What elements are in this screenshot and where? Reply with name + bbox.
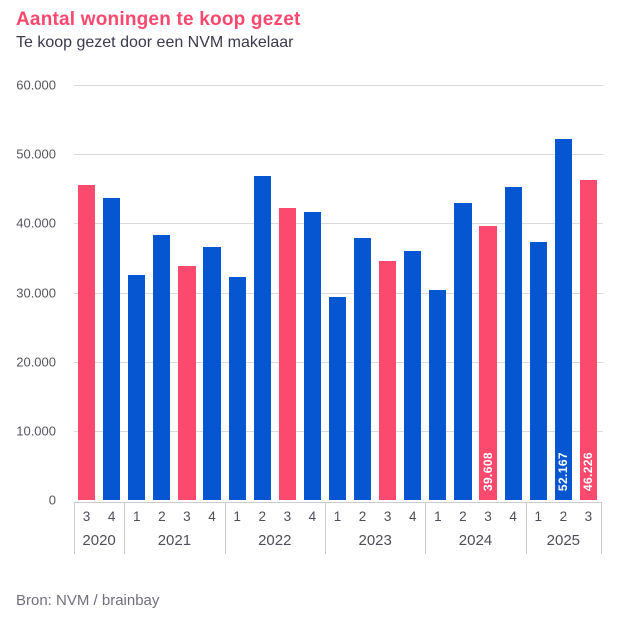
bar-2023-q2 bbox=[353, 237, 372, 500]
x-axis-quarter-label: 1 bbox=[434, 509, 442, 524]
x-axis-quarter-label: 3 bbox=[82, 509, 91, 524]
bar-2021-q4 bbox=[203, 246, 221, 500]
bar-value-label: 39.608 bbox=[481, 451, 496, 491]
bar-2021-q3 bbox=[178, 265, 196, 500]
x-axis-year-label: 2025 bbox=[546, 532, 581, 549]
x-axis-year-label: 2024 bbox=[458, 532, 493, 549]
x-axis-year-label: 2022 bbox=[258, 532, 292, 549]
gridline bbox=[74, 154, 603, 156]
y-axis-tick-label: 50.000 bbox=[16, 146, 56, 162]
x-axis-quarter-label: 4 bbox=[208, 509, 216, 524]
x-axis-quarter-label: 3 bbox=[283, 509, 292, 524]
x-axis-quarter-label: 2 bbox=[158, 509, 166, 524]
bar-2023-q1 bbox=[328, 297, 347, 500]
x-axis-group-separator bbox=[525, 502, 527, 554]
bar-2020-q3 bbox=[77, 184, 96, 500]
x-axis-group-separator bbox=[124, 502, 126, 554]
bar-2024-q1 bbox=[429, 289, 447, 500]
x-axis-group-separator bbox=[224, 502, 226, 554]
gridline bbox=[74, 223, 603, 225]
y-axis-tick-label: 0 bbox=[48, 492, 56, 508]
x-axis-quarter-label: 1 bbox=[132, 509, 141, 524]
bar-value-label: 52.167 bbox=[556, 451, 571, 491]
x-axis-line bbox=[74, 502, 601, 503]
x-axis-quarter-label: 3 bbox=[484, 509, 492, 524]
x-axis-quarter-label: 1 bbox=[534, 509, 542, 524]
x-axis-year-label: 2023 bbox=[358, 532, 392, 549]
bar-2025-q3: 46.226 bbox=[579, 180, 598, 500]
bar-2023-q3 bbox=[379, 260, 397, 500]
y-axis-tick-label: 60.000 bbox=[16, 77, 56, 93]
x-axis-quarter-label: 3 bbox=[183, 509, 191, 524]
bar-2024-q3: 39.608 bbox=[479, 226, 497, 500]
bar-2022-q3 bbox=[278, 208, 296, 500]
x-axis-group-separator bbox=[74, 502, 75, 554]
bar-chart-plot-area: 60.000 50.000 40.000 30.000 20.000 10.000 0 39.… bbox=[16, 77, 603, 554]
bar-2022-q2 bbox=[253, 175, 271, 500]
x-axis-quarter-label: 2 bbox=[459, 509, 467, 524]
x-axis-quarter-label: 3 bbox=[383, 509, 392, 524]
x-axis-quarter-label: 4 bbox=[408, 509, 417, 524]
bar-2024-q2 bbox=[454, 202, 472, 500]
x-axis-group-separator bbox=[325, 502, 326, 554]
bar-2021-q1 bbox=[128, 274, 146, 500]
source-note: Bron: NVM / brainbay bbox=[16, 592, 160, 609]
bar-2021-q2 bbox=[153, 235, 171, 500]
bar-2025-q1 bbox=[529, 242, 547, 500]
y-axis-tick-label: 40.000 bbox=[16, 215, 56, 231]
bar-2022-q4 bbox=[303, 211, 321, 500]
chart-title: Aantal woningen te koop gezet bbox=[16, 9, 301, 30]
x-axis-quarter-label: 4 bbox=[509, 509, 517, 524]
y-axis-tick-label: 30.000 bbox=[16, 285, 56, 300]
x-axis-group-separator bbox=[601, 502, 602, 554]
x-axis-group-separator bbox=[425, 502, 427, 554]
x-axis-year-label: 2020 bbox=[82, 532, 116, 549]
bar-value-label: 46.226 bbox=[581, 451, 596, 491]
x-axis-quarter-label: 2 bbox=[358, 509, 367, 524]
bar-2023-q4 bbox=[404, 251, 422, 500]
gridline bbox=[74, 85, 603, 86]
gridline bbox=[74, 292, 603, 294]
x-axis-quarter-label: 4 bbox=[107, 509, 116, 524]
x-axis-quarter-label: 2 bbox=[559, 509, 568, 524]
bar-2022-q1 bbox=[228, 276, 246, 500]
bar-2020-q4 bbox=[103, 198, 121, 500]
bar-2024-q4 bbox=[504, 187, 522, 500]
x-axis-quarter-label: 1 bbox=[233, 509, 241, 524]
x-axis-quarter-label: 4 bbox=[308, 509, 317, 524]
x-axis-quarter-label: 2 bbox=[258, 509, 266, 524]
chart-subtitle: Te koop gezet door een NVM makelaar bbox=[16, 34, 294, 51]
x-axis-quarter-label: 1 bbox=[333, 509, 342, 524]
x-axis-year-label: 2021 bbox=[157, 532, 192, 549]
y-axis-tick-label: 20.000 bbox=[16, 354, 56, 370]
x-axis-quarter-label: 3 bbox=[584, 509, 593, 524]
bar-2025-q2: 52.167 bbox=[554, 139, 572, 500]
y-axis-tick-label: 10.000 bbox=[16, 423, 56, 439]
